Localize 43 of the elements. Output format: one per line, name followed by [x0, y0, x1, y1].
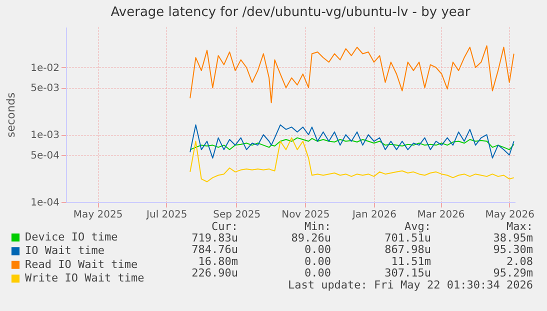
text: 0.00	[304, 266, 331, 280]
chart-title: Average latency for /dev/ubuntu-vg/ubuntu-lv - by year	[110, 5, 471, 20]
text: Cur:	[212, 220, 238, 233]
y-tick-label: 1e-02	[30, 62, 60, 74]
x-tick-label: Jul 2025	[146, 210, 188, 220]
text: 0.00	[304, 254, 331, 268]
text: 38.95m	[493, 232, 534, 244]
legend-label: Write IO Wait time	[25, 272, 144, 285]
x-tick-label: May 2026	[485, 210, 535, 220]
text: 2.08	[506, 254, 533, 268]
x-tick-label: Sep 2025	[213, 210, 261, 220]
text: 11.51m	[391, 254, 432, 268]
line-series	[190, 137, 514, 150]
legend-label: Read IO Wait time	[25, 258, 138, 271]
x-tick-label: Jan 2026	[351, 210, 397, 220]
text: 95.29m	[493, 266, 534, 280]
text: 16.80m	[198, 254, 238, 268]
text: 719.83u	[192, 232, 238, 244]
legend-label: IO Wait time	[25, 244, 104, 258]
legend-label: Device IO time	[25, 230, 118, 244]
text: 307.15u	[384, 266, 431, 280]
y-tick-label: 5e-03	[30, 83, 60, 94]
text: Max:	[506, 220, 533, 233]
line-series	[190, 45, 514, 104]
y-tick-label: 1e-03	[30, 130, 60, 142]
text: 89.26u	[291, 232, 331, 244]
text: 0.00	[304, 243, 331, 256]
y-tick-label: 5e-04	[30, 150, 60, 162]
text: Avg:	[404, 220, 431, 233]
x-tick-label: Mar 2026	[417, 210, 465, 220]
text: 784.76u	[192, 243, 238, 256]
y-tick-label: 1e-04	[30, 198, 60, 208]
x-tick-label: Nov 2025	[282, 210, 330, 220]
line-series	[190, 124, 514, 159]
text: 226.90u	[192, 266, 238, 280]
text: 701.51u	[384, 232, 431, 244]
y-axis-title: seconds	[4, 92, 18, 138]
text: 867.98u	[384, 243, 431, 256]
line-series	[190, 137, 514, 182]
x-tick-label: May 2025	[73, 210, 123, 220]
text: Last update: Fri May 22 01:30:34 2026	[288, 278, 533, 292]
text: 95.30m	[493, 243, 534, 256]
text: Min:	[304, 220, 331, 233]
